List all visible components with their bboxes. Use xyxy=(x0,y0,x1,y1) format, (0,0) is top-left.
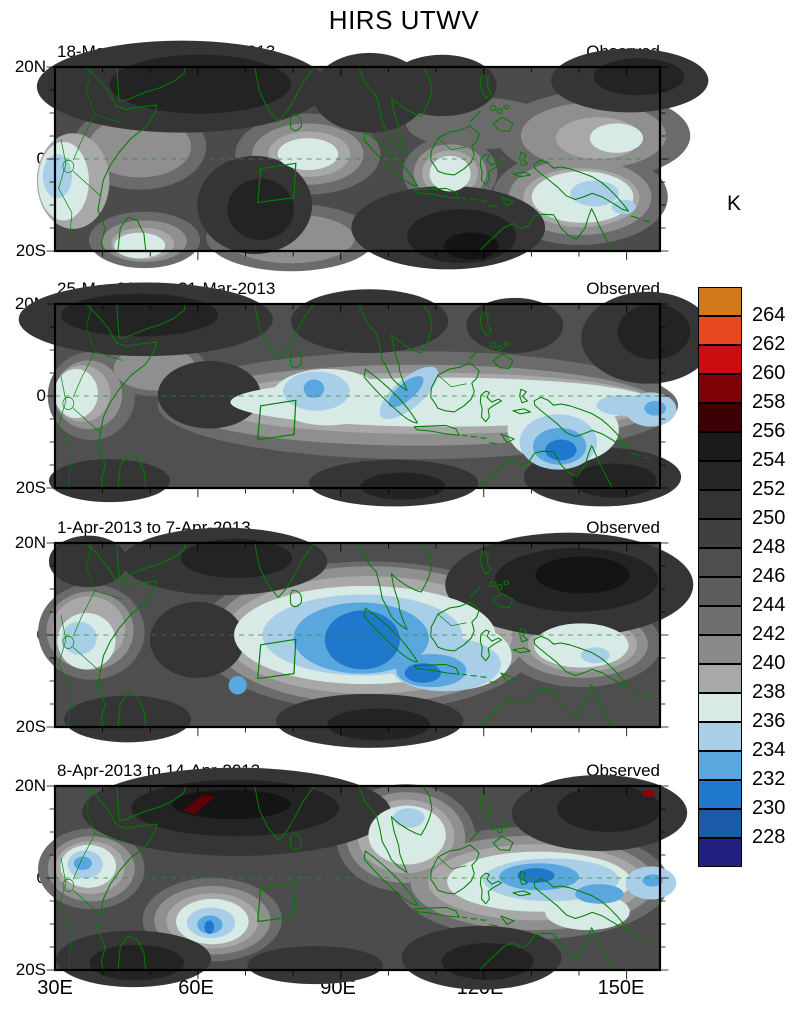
lon-label-150e: 150E xyxy=(597,977,645,999)
map-panel-1 xyxy=(36,40,709,272)
colorbar-cell xyxy=(698,780,742,809)
p1-lat-20n: 20N xyxy=(14,57,46,76)
colorbar-tick-label: 230 xyxy=(752,797,786,819)
colorbar-cell xyxy=(698,432,742,461)
p4-lat-20s: 20S xyxy=(15,960,46,979)
colorbar-labels: 264 262 260 258 256 254 252 250 248 246 244 242 240 2… xyxy=(752,287,794,867)
colorbar-unit-label: K xyxy=(727,192,742,215)
colorbar-tick-label: 238 xyxy=(752,681,786,703)
colorbar-cell xyxy=(698,577,742,606)
colorbar-tick-label: 228 xyxy=(752,826,786,848)
colorbar-cell xyxy=(698,490,742,519)
p3-lat-20n: 20N xyxy=(14,533,46,552)
colorbar-tick-label: 262 xyxy=(752,333,786,355)
colorbar-tick-label: 232 xyxy=(752,768,786,790)
colorbar-tick-label: 254 xyxy=(752,449,786,471)
colorbar-cell xyxy=(698,345,742,374)
colorbar-cell xyxy=(698,635,742,664)
lon-label-30e: 30E xyxy=(37,977,73,999)
colorbar-cell xyxy=(698,548,742,577)
colorbar-tick-label: 264 xyxy=(752,304,786,326)
colorbar-cell xyxy=(698,461,742,490)
lon-label-60e: 60E xyxy=(178,977,214,999)
map-panel-4 xyxy=(38,767,688,990)
colorbar-tick-label: 252 xyxy=(752,478,786,500)
colorbar-cell xyxy=(698,809,742,838)
p1-lat-20s: 20S xyxy=(15,241,46,260)
colorbar-tick-label: 250 xyxy=(752,507,786,529)
dry-anomaly-blob xyxy=(183,794,215,815)
colorbar-tick-label: 244 xyxy=(752,594,786,616)
colorbar-swatches xyxy=(698,287,742,867)
colorbar-cell xyxy=(698,374,742,403)
colorbar-tick-label: 234 xyxy=(752,739,786,761)
p2-lat-0: 0 xyxy=(36,386,46,405)
colorbar-cell xyxy=(698,751,742,780)
colorbar-tick-label: 256 xyxy=(752,420,786,442)
colorbar-tick-label: 236 xyxy=(752,710,786,732)
colorbar-tick-label: 240 xyxy=(752,652,786,674)
figure-title: HIRS UTWV xyxy=(328,5,480,35)
colorbar-cell xyxy=(698,606,742,635)
colorbar-tick-label: 248 xyxy=(752,536,786,558)
p4-lat-20n: 20N xyxy=(14,776,46,795)
colorbar-tick-label: 260 xyxy=(752,362,786,384)
colorbar-cell xyxy=(698,722,742,751)
p3-lat-20s: 20S xyxy=(15,717,46,736)
map-panel-3 xyxy=(38,527,694,748)
colorbar-tick-label: 258 xyxy=(752,391,786,413)
panel-3-source: Observed xyxy=(586,518,660,537)
colorbar-cell xyxy=(698,664,742,693)
colorbar-cell xyxy=(698,519,742,548)
dry-anomaly-dot xyxy=(641,789,656,798)
colorbar-cell xyxy=(698,693,742,722)
colorbar-cell xyxy=(698,316,742,345)
colorbar-cell xyxy=(698,287,742,316)
colorbar-tick-label: 246 xyxy=(752,565,786,587)
colorbar-cell xyxy=(698,403,742,432)
colorbar-tick-label: 242 xyxy=(752,623,786,645)
colorbar-cell xyxy=(698,838,742,867)
p2-lat-20s: 20S xyxy=(15,478,46,497)
map-panel-2 xyxy=(18,282,715,507)
